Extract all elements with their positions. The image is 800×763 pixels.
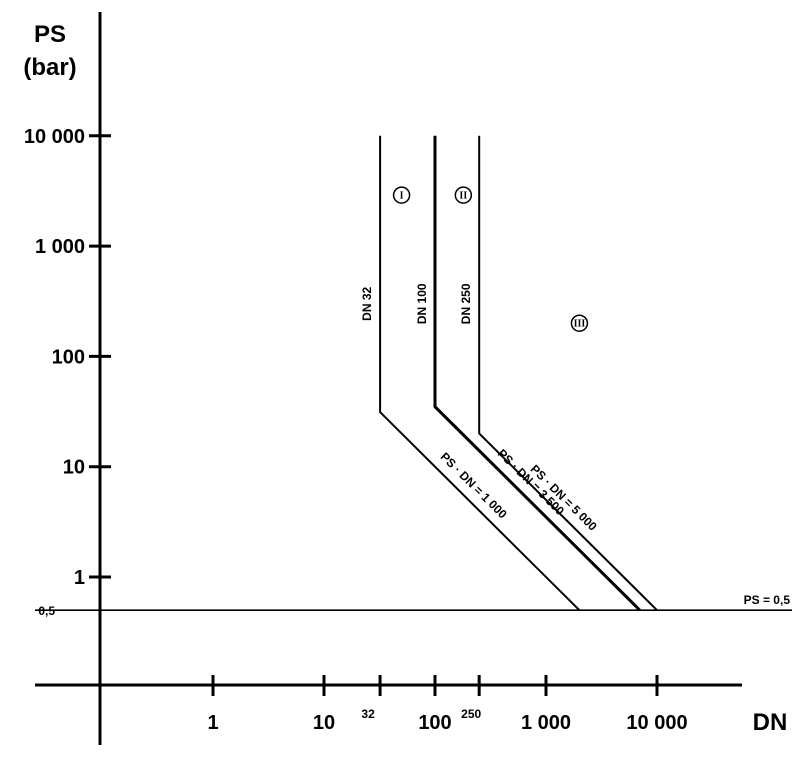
series-name-label: DN 32 bbox=[360, 286, 374, 320]
y-tick-label: 10 000 bbox=[24, 126, 85, 148]
series-name-label: DN 250 bbox=[459, 283, 473, 324]
y-tick-label: 100 bbox=[52, 346, 85, 368]
series-name-label: DN 100 bbox=[415, 283, 429, 324]
x-axis-title: DN bbox=[753, 709, 788, 736]
x-tick-label: 100 bbox=[418, 712, 451, 734]
zone-marker bbox=[570, 314, 589, 332]
y-tick-label: 1 bbox=[74, 567, 85, 589]
x-tick-label: 10 000 bbox=[626, 712, 687, 734]
x-tick-label: 10 bbox=[313, 712, 335, 734]
series-line bbox=[433, 135, 641, 612]
labels: 10 000 1 000 100 10 1 0,5 1 10 32 100 250 1 000 10 0… bbox=[23, 21, 790, 736]
curves bbox=[35, 135, 792, 612]
x-tick-label-small: 250 bbox=[461, 707, 481, 721]
zone-label: III bbox=[574, 319, 586, 330]
y-axis-unit: (bar) bbox=[23, 54, 76, 81]
axes bbox=[35, 12, 742, 745]
x-tick-label: 1 000 bbox=[521, 712, 571, 734]
zone-label: I bbox=[400, 191, 404, 202]
zone-marker bbox=[392, 186, 411, 204]
x-tick-label: 1 bbox=[207, 712, 218, 734]
y-tick-label-small: 0,5 bbox=[38, 604, 55, 618]
x-tick-label-small: 32 bbox=[361, 707, 375, 721]
ps-0-5-label: PS = 0,5 bbox=[744, 593, 791, 607]
y-tick-label: 10 bbox=[63, 457, 85, 479]
zone-marker bbox=[454, 186, 473, 204]
series-line bbox=[379, 135, 581, 611]
zone-label: II bbox=[459, 191, 467, 202]
series-line bbox=[478, 135, 658, 611]
y-tick-label: 1 000 bbox=[35, 236, 85, 258]
y-axis-title: PS bbox=[34, 21, 66, 48]
